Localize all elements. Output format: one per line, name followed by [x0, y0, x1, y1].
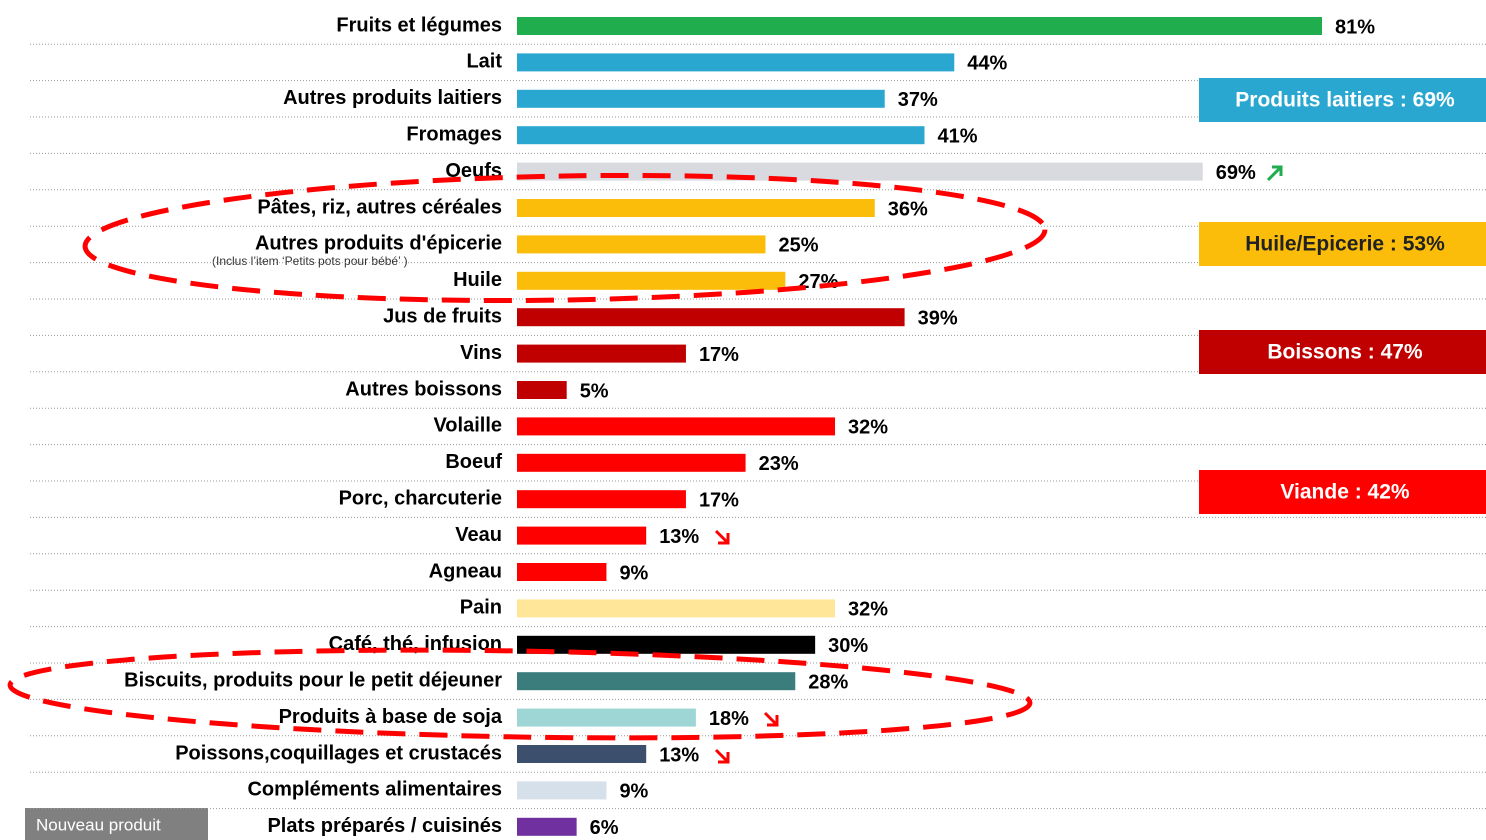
- badge-box: [25, 808, 208, 840]
- trend-down: [714, 529, 730, 545]
- category-label: Porc, charcuterie: [339, 487, 502, 509]
- group-box: [1199, 470, 1486, 514]
- value-label: 13%: [659, 744, 699, 766]
- category-label: Fruits et légumes: [336, 14, 502, 36]
- bar: [517, 126, 925, 145]
- category-label: Huile: [453, 269, 502, 291]
- group-label: Boissons : 47%: [1267, 341, 1423, 364]
- category-label: Poissons,coquillages et crustacés: [175, 742, 502, 764]
- value-label: 36%: [888, 198, 928, 220]
- value-label: 32%: [848, 417, 888, 439]
- value-label: 30%: [828, 635, 868, 657]
- value-label: 17%: [699, 344, 739, 366]
- value-label: 32%: [848, 599, 888, 621]
- bar: [517, 89, 885, 108]
- bar: [517, 199, 875, 217]
- value-label: 13%: [659, 526, 699, 548]
- group-label: Viande : 42%: [1280, 481, 1409, 504]
- value-label: 39%: [918, 307, 958, 329]
- bar: [517, 563, 607, 581]
- bar: [517, 745, 647, 763]
- value-label: 9%: [619, 781, 648, 803]
- group-label: Huile/Epicerie : 53%: [1245, 233, 1445, 256]
- group-box: [1199, 78, 1486, 122]
- group-box: [1199, 330, 1486, 374]
- category-label: Lait: [466, 51, 502, 73]
- value-label: 28%: [808, 671, 848, 693]
- category-label: Plats préparés / cuisinés: [267, 815, 502, 837]
- group-label: Produits laitiers : 69%: [1235, 89, 1455, 112]
- bar: [517, 817, 577, 836]
- category-label: Produits à base de soja: [279, 706, 503, 728]
- value-label: 5%: [580, 380, 609, 402]
- bar: [517, 344, 686, 363]
- value-label: 25%: [778, 235, 818, 257]
- bar: [517, 235, 766, 254]
- bar: [517, 271, 786, 290]
- trend-down: [763, 711, 779, 727]
- category-label: Boeuf: [445, 451, 502, 473]
- trend-down: [714, 748, 730, 764]
- value-label: 18%: [709, 708, 749, 730]
- bar: [517, 599, 836, 618]
- highlight-ellipse: [7, 647, 1033, 741]
- bar: [517, 17, 1322, 35]
- value-label: 44%: [967, 53, 1007, 75]
- bar: [517, 672, 796, 691]
- highlight-ellipse: [82, 172, 1048, 304]
- value-label: 6%: [590, 817, 619, 839]
- bar: [517, 708, 696, 727]
- category-label: Compléments alimentaires: [247, 779, 502, 801]
- badge: Nouveau produit: [36, 815, 161, 834]
- bar: [517, 526, 647, 545]
- value-label: 69%: [1216, 162, 1256, 184]
- category-label: Autres produits laitiers: [283, 87, 502, 109]
- category-label: Biscuits, produits pour le petit déjeune…: [124, 669, 502, 691]
- category-label: Vins: [460, 342, 502, 364]
- bar: [517, 381, 567, 399]
- category-label: Autres boissons: [345, 378, 502, 400]
- value-label: 9%: [619, 562, 648, 584]
- category-label: Jus de fruits: [383, 305, 502, 327]
- bar: [517, 308, 905, 327]
- category-label: Volaille: [433, 415, 502, 437]
- category-label: Autres produits d'épicerie: [255, 233, 502, 255]
- bar: [517, 781, 607, 800]
- trend-up: [1266, 165, 1283, 182]
- bar: [517, 453, 746, 472]
- trend-arrows: [714, 165, 1283, 764]
- group-box: [1199, 222, 1486, 266]
- note: (Inclus l’item ‘Petits pots pour bébé’ ): [212, 254, 408, 268]
- value-label: 41%: [937, 125, 977, 147]
- category-label: Fromages: [406, 123, 502, 145]
- bar: [517, 53, 955, 72]
- bar: [517, 417, 836, 436]
- value-label: 23%: [759, 453, 799, 475]
- value-label: 81%: [1335, 16, 1375, 38]
- value-label: 37%: [898, 89, 938, 111]
- category-label: Pâtes, riz, autres céréales: [257, 196, 502, 218]
- value-label: 17%: [699, 489, 739, 511]
- bar: [517, 490, 686, 509]
- highlights: [7, 172, 1048, 741]
- category-label: Veau: [455, 524, 502, 546]
- category-label: Agneau: [429, 560, 502, 582]
- category-label: Pain: [460, 597, 502, 619]
- bar: [517, 635, 816, 654]
